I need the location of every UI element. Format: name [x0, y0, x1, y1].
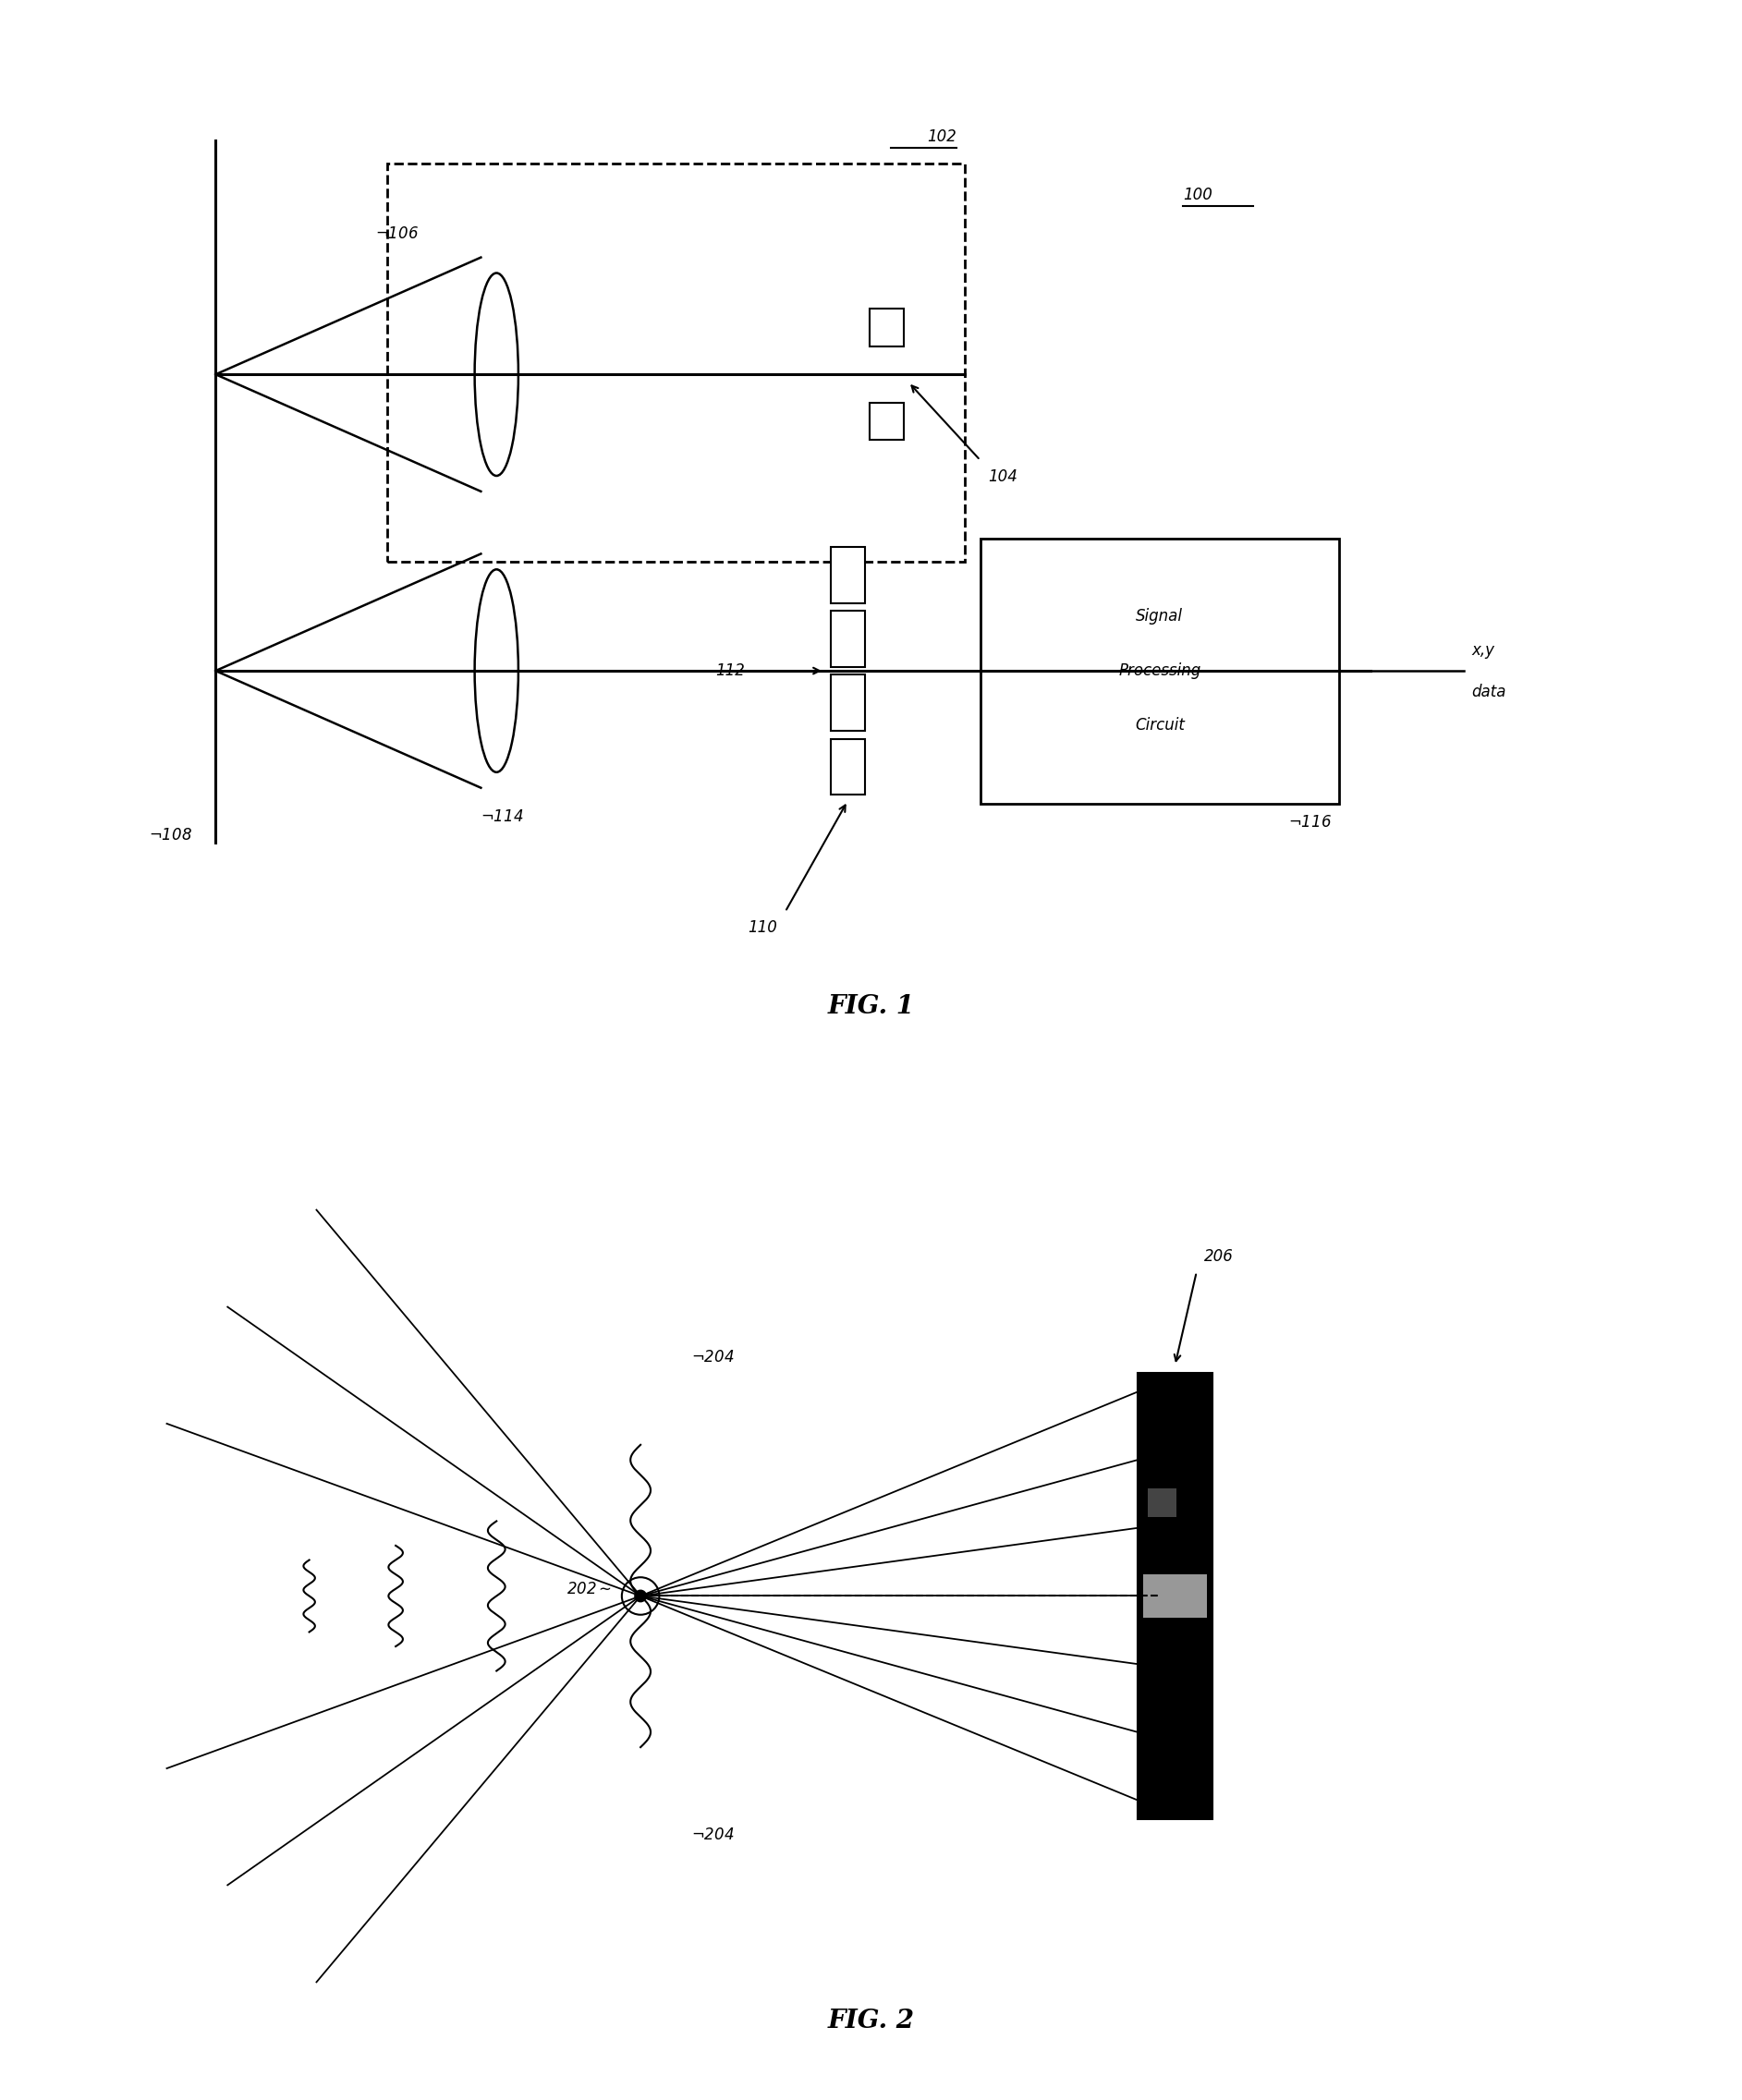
- Text: Processing: Processing: [1118, 662, 1200, 678]
- Text: 104: 104: [988, 468, 1017, 485]
- Text: $\neg$116: $\neg$116: [1287, 815, 1331, 832]
- Text: 100: 100: [1183, 187, 1212, 204]
- Bar: [981, 538, 1340, 804]
- Text: 202$\sim$: 202$\sim$: [566, 1581, 611, 1598]
- Text: $\neg$204: $\neg$204: [692, 1348, 733, 1365]
- Bar: [831, 674, 864, 731]
- Text: $\neg$108: $\neg$108: [148, 827, 192, 844]
- Bar: [387, 164, 965, 561]
- Text: $\neg$106: $\neg$106: [375, 225, 418, 242]
- Text: $\neg$114: $\neg$114: [481, 809, 524, 825]
- Bar: [869, 309, 904, 347]
- Text: FIG. 1: FIG. 1: [827, 993, 915, 1018]
- Bar: [831, 546, 864, 603]
- Circle shape: [634, 1590, 646, 1602]
- Text: 110: 110: [747, 920, 777, 937]
- Bar: [1138, 1373, 1212, 1819]
- Text: FIG. 2: FIG. 2: [827, 2008, 915, 2033]
- Text: Circuit: Circuit: [1134, 716, 1185, 733]
- Bar: [1143, 1575, 1207, 1617]
- Text: x,y: x,y: [1472, 643, 1495, 657]
- Bar: [831, 739, 864, 794]
- Bar: [869, 403, 904, 439]
- Text: 206: 206: [1204, 1247, 1233, 1264]
- Text: 112: 112: [716, 662, 744, 678]
- Text: data: data: [1472, 683, 1507, 699]
- Text: 102: 102: [927, 128, 956, 145]
- Bar: [831, 611, 864, 668]
- Text: $\neg$204: $\neg$204: [692, 1827, 733, 1844]
- Bar: [1148, 1489, 1176, 1516]
- Text: Signal: Signal: [1136, 607, 1183, 624]
